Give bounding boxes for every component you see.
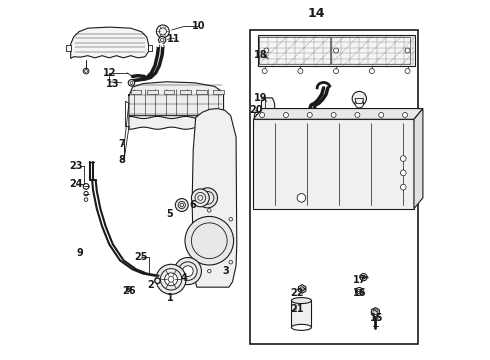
Circle shape <box>400 184 406 190</box>
Polygon shape <box>371 307 379 317</box>
Circle shape <box>175 199 188 211</box>
Bar <box>292 301 312 327</box>
Polygon shape <box>196 90 207 94</box>
Polygon shape <box>66 45 71 51</box>
Circle shape <box>159 36 166 44</box>
Circle shape <box>192 189 209 207</box>
Circle shape <box>185 216 234 265</box>
Text: 8: 8 <box>118 156 125 165</box>
Polygon shape <box>129 82 223 116</box>
Text: 13: 13 <box>106 78 120 89</box>
Circle shape <box>165 273 177 286</box>
Circle shape <box>402 112 408 117</box>
Text: 2: 2 <box>147 280 154 291</box>
Circle shape <box>334 68 339 73</box>
Circle shape <box>83 184 89 189</box>
Polygon shape <box>253 109 423 119</box>
Circle shape <box>155 278 160 284</box>
Bar <box>259 37 330 64</box>
Text: 17: 17 <box>353 275 366 285</box>
Circle shape <box>307 112 312 117</box>
Text: 25: 25 <box>135 252 148 262</box>
Circle shape <box>400 170 406 176</box>
Polygon shape <box>180 90 191 94</box>
Text: 22: 22 <box>290 288 303 298</box>
Text: 6: 6 <box>190 200 196 210</box>
Polygon shape <box>355 99 364 104</box>
Text: 9: 9 <box>76 248 83 258</box>
Polygon shape <box>164 90 174 94</box>
Circle shape <box>260 112 265 117</box>
Text: 7: 7 <box>119 139 125 149</box>
Text: 15: 15 <box>370 313 384 323</box>
Circle shape <box>360 274 367 281</box>
Circle shape <box>182 266 193 276</box>
Text: 1: 1 <box>167 293 173 303</box>
Text: 4: 4 <box>181 273 188 283</box>
Circle shape <box>156 264 186 294</box>
Bar <box>331 37 410 64</box>
Circle shape <box>297 194 306 202</box>
Polygon shape <box>414 109 423 208</box>
Text: 14: 14 <box>308 8 325 21</box>
Circle shape <box>355 112 360 117</box>
Circle shape <box>355 288 363 296</box>
Text: 12: 12 <box>102 68 116 78</box>
Text: 24: 24 <box>70 179 83 189</box>
Circle shape <box>156 25 169 38</box>
Polygon shape <box>298 285 306 293</box>
Polygon shape <box>147 90 158 94</box>
Polygon shape <box>262 98 275 114</box>
Text: 18: 18 <box>254 50 268 60</box>
Circle shape <box>331 112 336 117</box>
Text: 5: 5 <box>167 209 173 219</box>
Bar <box>258 35 415 66</box>
Ellipse shape <box>292 324 312 330</box>
Polygon shape <box>253 119 414 208</box>
Circle shape <box>334 48 339 53</box>
Circle shape <box>400 156 406 161</box>
Polygon shape <box>213 90 223 94</box>
Circle shape <box>254 112 262 119</box>
Text: 20: 20 <box>249 105 263 115</box>
Circle shape <box>197 188 218 208</box>
Circle shape <box>126 287 131 292</box>
Circle shape <box>405 48 410 53</box>
Circle shape <box>128 80 135 86</box>
Circle shape <box>264 48 269 53</box>
Polygon shape <box>148 45 152 51</box>
Polygon shape <box>71 27 148 59</box>
Text: 23: 23 <box>70 161 83 171</box>
Polygon shape <box>129 116 225 129</box>
Text: 26: 26 <box>122 286 136 296</box>
Circle shape <box>355 99 364 108</box>
Polygon shape <box>131 90 142 94</box>
Ellipse shape <box>292 298 312 303</box>
Bar <box>250 30 417 344</box>
Circle shape <box>405 68 410 73</box>
Text: 3: 3 <box>222 266 229 276</box>
Text: 10: 10 <box>192 21 205 31</box>
Circle shape <box>352 91 367 106</box>
Circle shape <box>369 68 374 73</box>
Text: 19: 19 <box>254 93 268 103</box>
Circle shape <box>298 68 303 73</box>
Text: 16: 16 <box>353 288 366 298</box>
Text: 11: 11 <box>167 34 180 44</box>
Circle shape <box>262 68 267 73</box>
Circle shape <box>283 112 289 117</box>
Circle shape <box>379 112 384 117</box>
Circle shape <box>174 257 201 285</box>
Text: 21: 21 <box>290 303 303 314</box>
Polygon shape <box>192 109 237 287</box>
